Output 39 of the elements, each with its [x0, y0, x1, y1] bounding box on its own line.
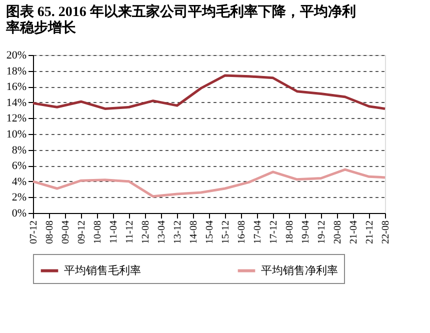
x-tick-label: 09-12: [76, 220, 88, 244]
y-tick-label: 18%: [6, 65, 26, 78]
y-tick-label: 2%: [12, 192, 26, 204]
x-tick-label: 13-12: [172, 220, 184, 244]
legend-label: 平均销售毛利率: [64, 264, 141, 277]
x-tick-label: 19-12: [316, 220, 328, 244]
x-tick-label: 11-12: [124, 220, 136, 244]
y-tick-label: 8%: [12, 144, 26, 156]
legend-label: 平均销售净利率: [261, 264, 338, 277]
chart-title: 图表 65. 2016 年以来五家公司平均毛利率下降，平均净利率稳步增长: [4, 3, 356, 36]
y-tick-label: 12%: [6, 112, 26, 125]
x-tick-label: 19-04: [300, 220, 312, 244]
x-tick-label: 13-04: [156, 220, 168, 244]
x-tick-label: 11-04: [108, 220, 120, 244]
x-tick-label: 21-12: [364, 220, 376, 244]
x-tick-label: 14-08: [188, 220, 200, 244]
x-tick-label: 07-12: [28, 220, 40, 244]
y-tick-label: 6%: [12, 160, 26, 172]
y-tick-label: 16%: [6, 81, 26, 94]
line-series: [32, 74, 386, 110]
y-tick-label: 0%: [12, 208, 26, 220]
x-tick-label: 08-08: [44, 220, 56, 244]
x-tick-label: 17-12: [268, 220, 280, 244]
x-tick-label: 15-12: [220, 220, 232, 244]
y-tick-label: 14%: [6, 96, 26, 109]
line-series: [32, 168, 386, 198]
x-tick-label: 21-04: [348, 220, 360, 244]
x-tick-label: 15-04: [204, 220, 216, 244]
x-tick-label: 17-04: [252, 220, 264, 244]
x-tick-label: 09-04: [60, 220, 72, 244]
y-tick-label: 4%: [12, 176, 26, 188]
x-tick-label: 20-08: [332, 220, 344, 244]
y-tick-label: 20%: [6, 50, 26, 62]
x-tick-label: 22-08: [380, 220, 392, 244]
x-tick-label: 10-08: [92, 220, 104, 244]
x-tick-label: 12-08: [140, 220, 152, 244]
x-tick-label: 18-08: [284, 220, 296, 244]
x-tick-label: 16-08: [236, 220, 248, 244]
y-tick-label: 10%: [6, 128, 26, 140]
